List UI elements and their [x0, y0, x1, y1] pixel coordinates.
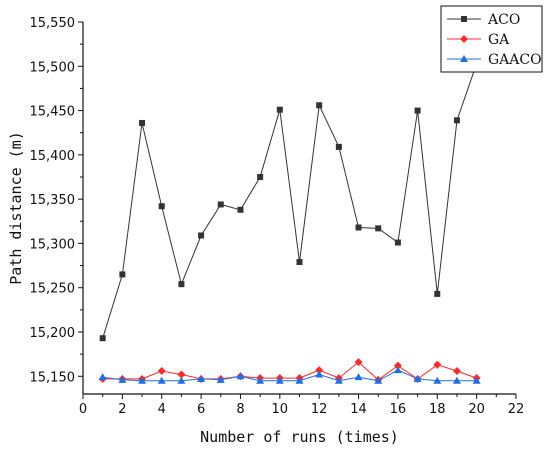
data-point-ga: [393, 361, 402, 370]
series-aco: [99, 60, 480, 342]
x-axis-label: Number of runs (times): [200, 428, 399, 446]
x-tick-label: 10: [272, 402, 289, 417]
axis-ticks: 0 2 4 6 8 10 12 14 16 18 20 22 15,150 15,200 15,250 15,…: [30, 16, 525, 417]
series-line-aco: [102, 63, 478, 339]
data-point-ga: [177, 370, 186, 379]
data-point-gaaco: [413, 374, 422, 382]
data-point-ga: [433, 360, 442, 369]
data-point-gaaco: [334, 376, 343, 384]
data-point-gaaco: [216, 375, 225, 383]
y-tick-label: 15,350: [30, 193, 76, 208]
x-tick-label: 14: [350, 402, 367, 417]
series-gaaco: [98, 366, 481, 384]
data-point-gaaco: [315, 370, 324, 378]
data-point-aco: [237, 206, 244, 213]
series-line-gaaco: [102, 369, 477, 382]
data-point-gaaco: [354, 373, 363, 381]
data-point-aco: [434, 290, 441, 297]
data-point-ga: [157, 366, 166, 375]
x-tick-label: 2: [118, 402, 126, 417]
data-point-gaaco: [98, 373, 107, 381]
data-point-aco: [355, 224, 362, 231]
data-point-gaaco: [157, 376, 166, 384]
data-point-aco: [158, 203, 165, 210]
x-tick-label: 18: [429, 402, 446, 417]
legend: ACO GA GAACO: [440, 5, 543, 73]
legend-label-aco: ACO: [487, 12, 520, 28]
legend-marker-ga: [460, 35, 468, 43]
data-point-gaaco: [374, 376, 383, 384]
data-point-gaaco: [472, 376, 481, 384]
data-point-aco: [414, 107, 421, 114]
data-point-gaaco: [295, 376, 304, 384]
y-axis-label: Path distance (m): [7, 131, 25, 285]
data-point-gaaco: [197, 374, 206, 382]
data-point-aco: [99, 335, 106, 342]
data-point-ga: [315, 366, 324, 375]
series-ga: [98, 358, 481, 384]
x-tick-label: 22: [508, 402, 525, 417]
data-point-aco: [375, 225, 382, 232]
data-point-aco: [217, 201, 224, 208]
y-tick-label: 15,400: [30, 149, 76, 164]
x-tick-label: 12: [311, 402, 328, 417]
x-tick-label: 8: [236, 402, 244, 417]
data-point-gaaco: [452, 376, 461, 384]
y-tick-label: 15,150: [30, 370, 76, 385]
data-point-gaaco: [393, 366, 402, 374]
x-tick-label: 16: [390, 402, 407, 417]
data-point-gaaco: [177, 376, 186, 384]
data-point-aco: [276, 106, 283, 113]
x-tick-label: 0: [79, 402, 87, 417]
data-point-gaaco: [118, 375, 127, 383]
data-point-aco: [119, 271, 126, 278]
legend-item-aco: ACO: [447, 12, 520, 28]
data-point-aco: [394, 239, 401, 246]
data-point-gaaco: [275, 376, 284, 384]
data-point-aco: [198, 232, 205, 239]
data-point-gaaco: [256, 376, 265, 384]
data-point-aco: [296, 259, 303, 266]
legend-label-gaaco: GAACO: [488, 52, 542, 68]
x-tick-label: 4: [158, 402, 166, 417]
legend-label-ga: GA: [488, 32, 510, 48]
data-point-aco: [316, 102, 323, 109]
legend-item-ga: GA: [447, 32, 510, 48]
y-tick-label: 15,450: [30, 105, 76, 120]
data-point-aco: [453, 117, 460, 124]
y-tick-label: 15,250: [30, 282, 76, 297]
y-tick-label: 15,300: [30, 237, 76, 252]
data-point-gaaco: [433, 376, 442, 384]
plot-area: [82, 22, 516, 395]
y-tick-label: 15,200: [30, 326, 76, 341]
data-point-aco: [335, 143, 342, 150]
data-point-ga: [452, 366, 461, 375]
data-point-ga: [354, 358, 363, 367]
data-point-gaaco: [236, 372, 245, 380]
data-point-aco: [257, 174, 264, 180]
x-tick-label: 20: [468, 402, 485, 417]
series-layer: [98, 60, 481, 384]
data-point-aco: [178, 281, 185, 288]
y-tick-label: 15,550: [30, 16, 76, 31]
data-point-gaaco: [138, 376, 147, 384]
legend-marker-aco: [461, 16, 467, 22]
legend-item-gaaco: GAACO: [447, 52, 542, 68]
y-tick-label: 15,500: [30, 60, 76, 75]
x-tick-label: 6: [197, 402, 205, 417]
data-point-aco: [139, 119, 146, 126]
legend-marker-gaaco: [460, 55, 468, 62]
